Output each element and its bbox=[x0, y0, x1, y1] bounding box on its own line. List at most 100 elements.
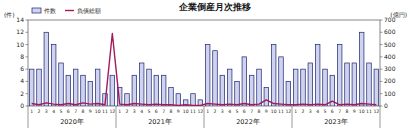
x-tick-label: 5 bbox=[236, 109, 239, 114]
x-tick-label: 1 bbox=[294, 109, 297, 114]
y2-tick bbox=[380, 32, 383, 33]
y-tick-label: 6 bbox=[20, 65, 24, 72]
y-tick-label: 10 bbox=[16, 41, 24, 48]
x-tick-label: 6 bbox=[331, 109, 334, 114]
y-tick bbox=[26, 20, 29, 21]
y-tick-label: 8 bbox=[20, 53, 24, 60]
x-tick-label: 12 bbox=[197, 109, 203, 114]
x-tick-label: 3 bbox=[309, 109, 312, 114]
x-tick-label: 1 bbox=[206, 109, 209, 114]
y2-tick bbox=[380, 81, 383, 82]
x-tick-label: 6 bbox=[67, 109, 70, 114]
y-tick-label: 0 bbox=[20, 102, 24, 109]
bar bbox=[88, 81, 93, 106]
y-tick bbox=[26, 106, 29, 107]
x-tick-label: 10 bbox=[271, 109, 277, 114]
x-tick-label: 4 bbox=[228, 109, 231, 114]
plot-frame bbox=[28, 20, 380, 106]
x-tick-label: 5 bbox=[148, 109, 151, 114]
y2-tick bbox=[380, 56, 383, 57]
line bbox=[32, 34, 377, 106]
x-tick-label: 7 bbox=[338, 109, 341, 114]
bar bbox=[279, 57, 284, 106]
plot-area bbox=[29, 32, 378, 106]
bar bbox=[110, 75, 115, 106]
bar bbox=[286, 81, 291, 106]
bar bbox=[315, 45, 320, 106]
x-group-label: 2022年 bbox=[236, 118, 260, 126]
bar bbox=[176, 94, 181, 106]
y-tick-label: 4 bbox=[20, 77, 24, 84]
bar bbox=[66, 75, 71, 106]
bar bbox=[191, 94, 196, 106]
x-tick-label: 12 bbox=[373, 109, 379, 114]
group-separator bbox=[204, 106, 205, 128]
x-tick-label: 11 bbox=[366, 109, 372, 114]
y-tick bbox=[26, 44, 29, 45]
x-tick-label: 3 bbox=[133, 109, 136, 114]
x-tick-label: 3 bbox=[45, 109, 48, 114]
bar bbox=[352, 63, 357, 106]
bar bbox=[227, 69, 232, 106]
y-tick-label: 12 bbox=[16, 28, 24, 35]
x-tick-label: 10 bbox=[359, 109, 365, 114]
bar bbox=[220, 75, 225, 106]
x-tick-label: 11 bbox=[278, 109, 284, 114]
x-tick-label: 2 bbox=[38, 109, 41, 114]
bar bbox=[374, 69, 379, 106]
x-tick-label: 5 bbox=[60, 109, 63, 114]
x-tick-label: 4 bbox=[52, 109, 55, 114]
y2-tick-label: 500 bbox=[384, 41, 396, 48]
bar bbox=[139, 63, 144, 106]
x-tick-label: 2 bbox=[214, 109, 217, 114]
x-tick-label: 1 bbox=[30, 109, 33, 114]
y2-tick-label: 400 bbox=[384, 53, 396, 60]
bar bbox=[81, 75, 86, 106]
x-tick-label: 4 bbox=[140, 109, 143, 114]
legend-swatch bbox=[65, 10, 74, 11]
x-tick-label: 11 bbox=[190, 109, 196, 114]
x-tick-label: 8 bbox=[258, 109, 261, 114]
x-tick-label: 10 bbox=[95, 109, 101, 114]
bar bbox=[73, 69, 78, 106]
legend-label: 負債総額 bbox=[77, 7, 101, 14]
x-tick-label: 10 bbox=[183, 109, 189, 114]
group-separator bbox=[116, 106, 117, 128]
bar bbox=[161, 75, 166, 106]
x-tick-label: 6 bbox=[155, 109, 158, 114]
y2-tick-label: 300 bbox=[384, 65, 396, 72]
bar bbox=[132, 75, 137, 106]
bar bbox=[293, 69, 298, 106]
x-tick-label: 7 bbox=[74, 109, 77, 114]
bar bbox=[169, 88, 174, 106]
y-tick bbox=[26, 81, 29, 82]
y-tick bbox=[26, 69, 29, 70]
x-tick-label: 9 bbox=[89, 109, 92, 114]
y2-tick bbox=[380, 20, 383, 21]
bar bbox=[95, 69, 100, 106]
y-tick bbox=[26, 93, 29, 94]
group-separator bbox=[380, 106, 381, 128]
x-tick-label: 8 bbox=[346, 109, 349, 114]
group-separator bbox=[292, 106, 293, 128]
bar bbox=[264, 88, 269, 106]
x-tick-label: 9 bbox=[177, 109, 180, 114]
y2-tick bbox=[380, 44, 383, 45]
bar bbox=[308, 63, 313, 106]
bar bbox=[242, 57, 247, 106]
x-tick-label: 11 bbox=[102, 109, 108, 114]
bar bbox=[147, 69, 152, 106]
x-tick-label: 8 bbox=[170, 109, 173, 114]
bar bbox=[345, 63, 350, 106]
legend-label: 件数 bbox=[44, 7, 56, 14]
x-group-label: 2021年 bbox=[148, 118, 172, 126]
bar bbox=[154, 75, 159, 106]
y-tick bbox=[26, 56, 29, 57]
x-group-label: 2023年 bbox=[324, 118, 348, 126]
bar bbox=[59, 63, 64, 106]
y2-tick bbox=[380, 69, 383, 70]
y-tick-label: 2 bbox=[20, 90, 24, 97]
bar bbox=[51, 45, 56, 106]
x-tick-label: 6 bbox=[243, 109, 246, 114]
x-tick-label: 1 bbox=[118, 109, 121, 114]
